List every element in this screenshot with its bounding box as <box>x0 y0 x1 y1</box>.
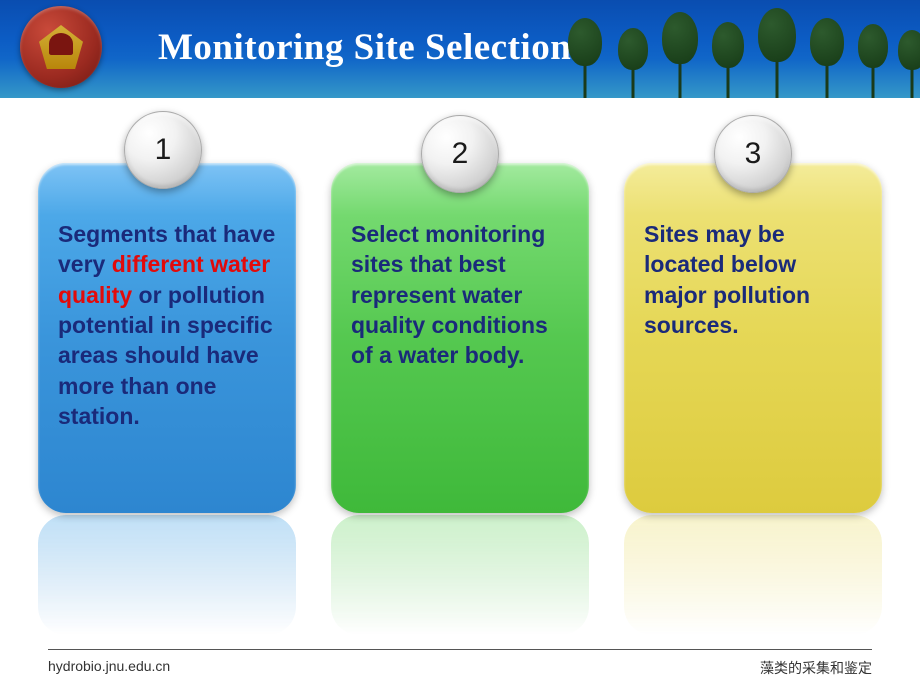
header-trees-decoration <box>540 0 920 98</box>
card-2-text: Select monitoring sites that best repres… <box>351 219 569 371</box>
slide-title: Monitoring Site Selection 1 <box>158 26 600 69</box>
card-3-text: Sites may be located below major polluti… <box>644 219 862 340</box>
cards-row: Segments that have very different water … <box>38 115 882 635</box>
university-logo <box>20 6 102 88</box>
slide-footer: hydrobio.jnu.edu.cn 藻类的采集和鉴定 <box>48 649 872 678</box>
footer-subtitle: 藻类的采集和鉴定 <box>760 658 872 678</box>
card-1: Segments that have very different water … <box>38 163 296 513</box>
card-1-reflection <box>38 515 296 635</box>
card-3-badge: 3 <box>714 115 792 193</box>
card-2-reflection <box>331 515 589 635</box>
card-2-badge: 2 <box>421 115 499 193</box>
card-3-wrap: Sites may be located below major polluti… <box>624 115 882 635</box>
card-1-text: Segments that have very different water … <box>58 219 276 432</box>
slide-header: Monitoring Site Selection 1 <box>0 0 920 98</box>
card-3-reflection <box>624 515 882 635</box>
card-3: Sites may be located below major polluti… <box>624 163 882 513</box>
card-1-wrap: Segments that have very different water … <box>38 115 296 635</box>
card-1-badge: 1 <box>124 111 202 189</box>
card-2: Select monitoring sites that best repres… <box>331 163 589 513</box>
footer-url: hydrobio.jnu.edu.cn <box>48 658 170 678</box>
card-2-wrap: Select monitoring sites that best repres… <box>331 115 589 635</box>
